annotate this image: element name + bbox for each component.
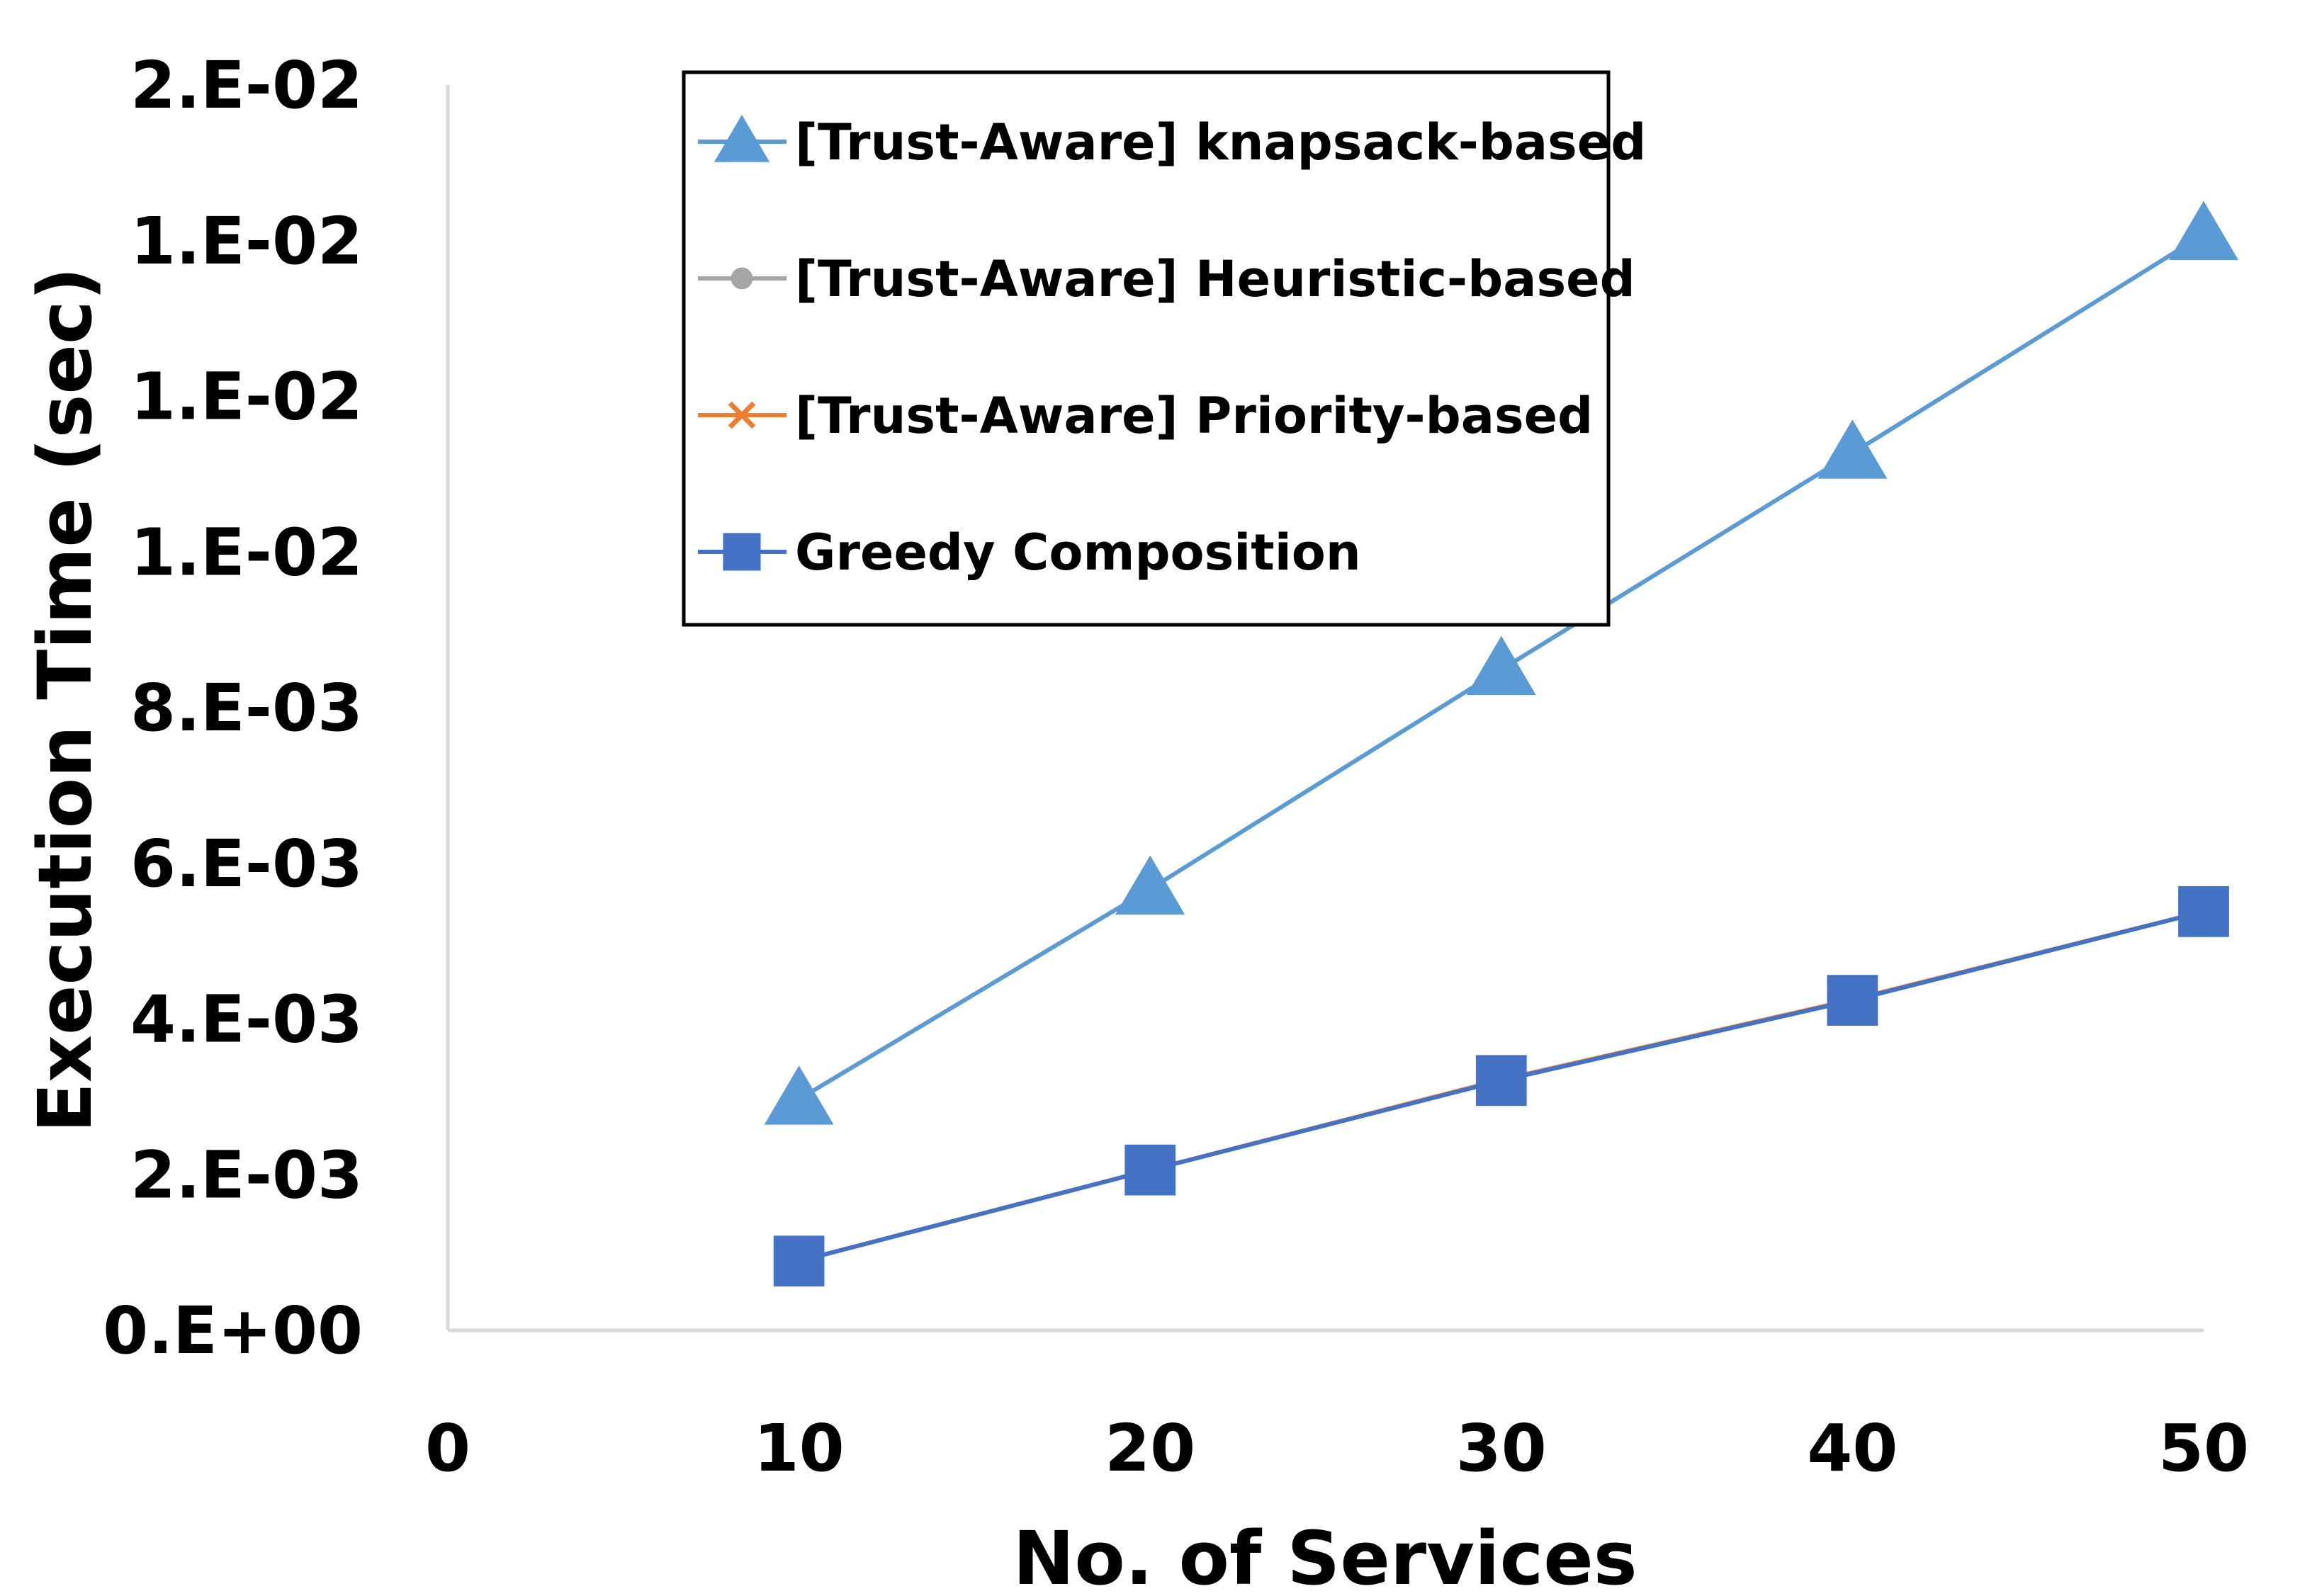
data-point-x xyxy=(728,401,756,429)
data-point-triangle xyxy=(764,1065,834,1125)
data-point-triangle xyxy=(1466,635,1536,696)
data-point-square xyxy=(2178,885,2229,937)
y-tick-label: 1.E-02 xyxy=(130,359,363,435)
legend-item: Greedy Composition xyxy=(698,523,1361,582)
data-point-square xyxy=(773,1235,825,1287)
y-tick-label: 4.E-03 xyxy=(130,982,363,1058)
x-tick-label: 30 xyxy=(1456,1410,1547,1486)
y-tick-label: 2.E-03 xyxy=(130,1137,363,1213)
y-axis-title: Execution Time (sec) xyxy=(22,267,108,1133)
legend-label: [Trust-Aware] Heuristic-based xyxy=(795,250,1635,308)
y-tick-label: 1.E-02 xyxy=(130,514,363,590)
legend-label: [Trust-Aware] Priority-based xyxy=(795,387,1593,445)
x-tick-label: 50 xyxy=(2158,1410,2249,1486)
x-tick-label: 40 xyxy=(1807,1410,1898,1486)
y-tick-labels: 0.E+00 2.E-03 4.E-03 6.E-03 8.E-03 1.E-02 1.E-… xyxy=(103,47,363,1369)
series-markers xyxy=(764,200,2238,1287)
y-tick-label: 8.E-03 xyxy=(130,670,363,746)
data-point-triangle xyxy=(714,115,770,162)
legend-label: [Trust-Aware] knapsack-based xyxy=(795,113,1646,171)
y-tick-label: 0.E+00 xyxy=(103,1293,363,1369)
data-point-triangle xyxy=(1115,855,1185,915)
x-tick-labels: 0 10 20 30 40 50 xyxy=(425,1410,2249,1486)
legend-item: [Trust-Aware] Heuristic-based xyxy=(698,250,1635,308)
y-tick-label: 1.E-02 xyxy=(130,203,363,279)
legend-items: [Trust-Aware] knapsack-based [Trust-Aware… xyxy=(698,113,1646,582)
legend-label: Greedy Composition xyxy=(795,523,1361,582)
legend-item: [Trust-Aware] Priority-based xyxy=(698,387,1593,445)
legend-item: [Trust-Aware] knapsack-based xyxy=(698,113,1646,171)
axes xyxy=(446,85,2204,1332)
x-axis-title: No. of Services xyxy=(1013,1515,1637,1596)
data-point-triangle xyxy=(2169,200,2238,260)
y-tick-label: 2.E-02 xyxy=(130,47,363,123)
data-point-square xyxy=(723,533,761,571)
data-point-triangle xyxy=(1817,419,1888,479)
x-tick-label: 0 xyxy=(425,1410,470,1486)
data-point-square xyxy=(1475,1055,1527,1107)
x-tick-label: 20 xyxy=(1105,1410,1195,1486)
data-point-square xyxy=(1827,975,1878,1026)
x-tick-label: 10 xyxy=(754,1410,845,1486)
y-tick-label: 6.E-03 xyxy=(130,826,363,902)
data-point-square xyxy=(1124,1144,1176,1196)
legend-box xyxy=(682,70,1611,627)
legend: [Trust-Aware] knapsack-based [Trust-Aware… xyxy=(682,70,1646,627)
data-point-circle xyxy=(731,267,753,290)
